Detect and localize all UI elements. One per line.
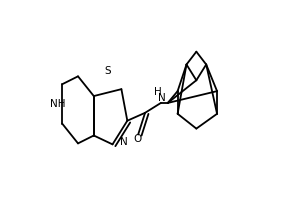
Text: N: N <box>121 137 128 147</box>
Text: H: H <box>154 87 162 97</box>
Text: O: O <box>133 134 141 144</box>
Text: S: S <box>104 66 111 76</box>
Text: N: N <box>158 93 166 103</box>
Text: NH: NH <box>50 99 65 109</box>
